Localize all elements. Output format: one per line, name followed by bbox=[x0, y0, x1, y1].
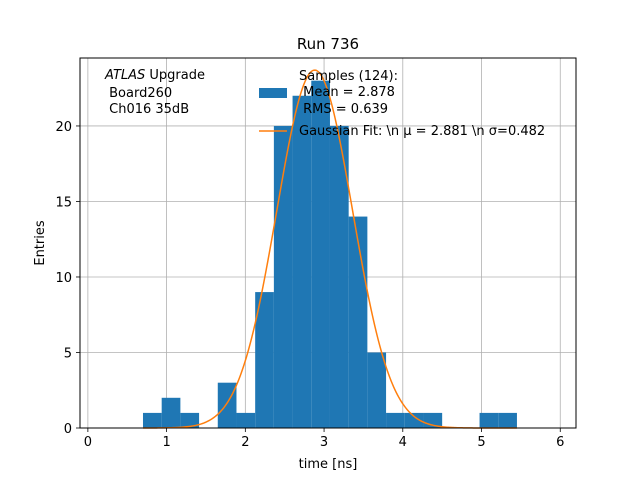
atlas-upgrade-label: Upgrade bbox=[145, 68, 205, 83]
y-tick-label: 0 bbox=[64, 422, 72, 437]
histogram-bar bbox=[217, 382, 237, 428]
x-tick-label: 2 bbox=[241, 435, 249, 450]
y-tick-label: 20 bbox=[55, 120, 72, 135]
x-tick-label: 5 bbox=[477, 435, 485, 450]
legend: Samples (124): Mean = 2.878 RMS = 0.639 … bbox=[259, 69, 545, 139]
x-tick-label: 1 bbox=[162, 435, 170, 450]
atlas-label: ATLAS bbox=[104, 68, 145, 83]
atlas-annotation: ATLAS Upgrade Board260 Ch016 35dB bbox=[104, 68, 205, 117]
board-label: Board260 bbox=[105, 86, 172, 101]
x-axis-ticks: 0 1 2 3 4 5 6 bbox=[84, 428, 564, 450]
svg-text:ATLAS Upgrade: ATLAS Upgrade bbox=[104, 68, 205, 83]
y-axis-label: Entries bbox=[33, 220, 48, 266]
histogram-bar bbox=[311, 80, 330, 428]
legend-mean-label: Mean = 2.878 bbox=[299, 85, 395, 100]
histogram-bar bbox=[329, 125, 349, 429]
x-axis-label: time [ns] bbox=[299, 457, 358, 472]
histogram-bar bbox=[479, 412, 499, 428]
channel-label: Ch016 35dB bbox=[105, 102, 189, 117]
y-axis-ticks: 0 5 10 15 20 bbox=[55, 120, 80, 437]
x-tick-label: 6 bbox=[556, 435, 564, 450]
legend-fit-label: Gaussian Fit: \n μ = 2.881 \n σ=0.482 bbox=[299, 124, 545, 139]
histogram-bars bbox=[142, 80, 517, 429]
x-tick-label: 3 bbox=[320, 435, 328, 450]
legend-rms-label: RMS = 0.639 bbox=[299, 102, 388, 117]
histogram-bar bbox=[404, 412, 424, 428]
histogram-bar bbox=[161, 397, 181, 428]
legend-samples-label: Samples (124): bbox=[299, 69, 398, 84]
histogram-bar bbox=[180, 412, 200, 428]
x-tick-label: 4 bbox=[399, 435, 407, 450]
histogram-bar bbox=[348, 216, 368, 428]
y-tick-label: 10 bbox=[55, 271, 72, 286]
legend-samples-swatch bbox=[259, 88, 287, 98]
histogram-bar bbox=[142, 412, 162, 428]
histogram-bar bbox=[236, 412, 256, 428]
histogram-bar bbox=[255, 292, 274, 428]
histogram-bar bbox=[386, 412, 405, 428]
y-tick-label: 15 bbox=[55, 195, 72, 210]
y-tick-label: 5 bbox=[64, 346, 72, 361]
histogram-bar bbox=[367, 352, 387, 428]
chart-title: Run 736 bbox=[297, 35, 359, 53]
histogram-bar bbox=[498, 412, 517, 428]
plot-area-frame bbox=[79, 57, 577, 429]
x-tick-label: 0 bbox=[84, 435, 92, 450]
histogram-bar bbox=[292, 95, 312, 429]
